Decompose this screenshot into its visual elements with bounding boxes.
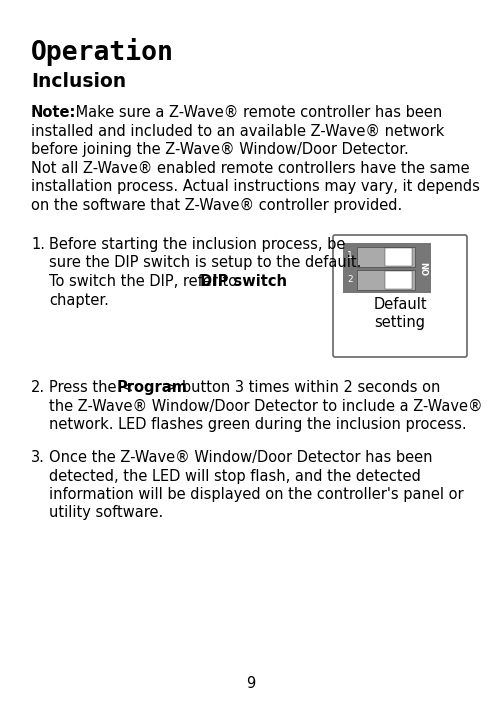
Bar [384,271,411,289]
Text: Note:: Note: [31,105,76,120]
Text: Operation: Operation [31,38,173,66]
Text: Default
setting: Default setting [372,297,426,330]
Text: To switch the DIP, refer to: To switch the DIP, refer to [49,274,241,289]
Bar [384,248,411,266]
Text: 9: 9 [246,676,255,691]
Bar [356,270,414,290]
Text: Make sure a Z-Wave® remote controller has been: Make sure a Z-Wave® remote controller ha… [71,105,441,120]
Text: Inclusion: Inclusion [31,72,126,91]
Text: network. LED flashes green during the inclusion process.: network. LED flashes green during the in… [49,417,466,432]
Text: > button 3 times within 2 seconds on: > button 3 times within 2 seconds on [165,380,439,395]
Text: Before starting the inclusion process, be: Before starting the inclusion process, b… [49,237,345,252]
FancyBboxPatch shape [332,235,466,357]
Text: Press the <: Press the < [49,380,133,395]
Text: on the software that Z-Wave® controller provided.: on the software that Z-Wave® controller … [31,198,401,213]
Text: 1.: 1. [31,237,45,252]
Text: Not all Z-Wave® enabled remote controllers have the same: Not all Z-Wave® enabled remote controlle… [31,160,469,176]
Text: installed and included to an available Z-Wave® network: installed and included to an available Z… [31,123,443,138]
Text: ON: ON [422,261,431,275]
Text: chapter.: chapter. [49,293,109,308]
Text: before joining the Z-Wave® Window/Door Detector.: before joining the Z-Wave® Window/Door D… [31,142,408,157]
Text: DIP switch: DIP switch [199,274,287,289]
Text: information will be displayed on the controller's panel or: information will be displayed on the con… [49,487,463,502]
Text: Once the Z-Wave® Window/Door Detector has been: Once the Z-Wave® Window/Door Detector ha… [49,450,432,465]
Text: utility software.: utility software. [49,506,163,520]
Bar [342,243,430,293]
Text: the Z-Wave® Window/Door Detector to include a Z-Wave®: the Z-Wave® Window/Door Detector to incl… [49,398,481,413]
Text: 2: 2 [346,276,352,284]
Text: detected, the LED will stop flash, and the detected: detected, the LED will stop flash, and t… [49,469,420,484]
Text: 1: 1 [346,252,352,260]
Text: sure the DIP switch is setup to the default.: sure the DIP switch is setup to the defa… [49,255,361,271]
Bar [356,247,414,267]
Text: Program: Program [117,380,187,395]
Text: 2.: 2. [31,380,45,395]
Text: installation process. Actual instructions may vary, it depends: installation process. Actual instruction… [31,179,479,194]
Text: 3.: 3. [31,450,45,465]
